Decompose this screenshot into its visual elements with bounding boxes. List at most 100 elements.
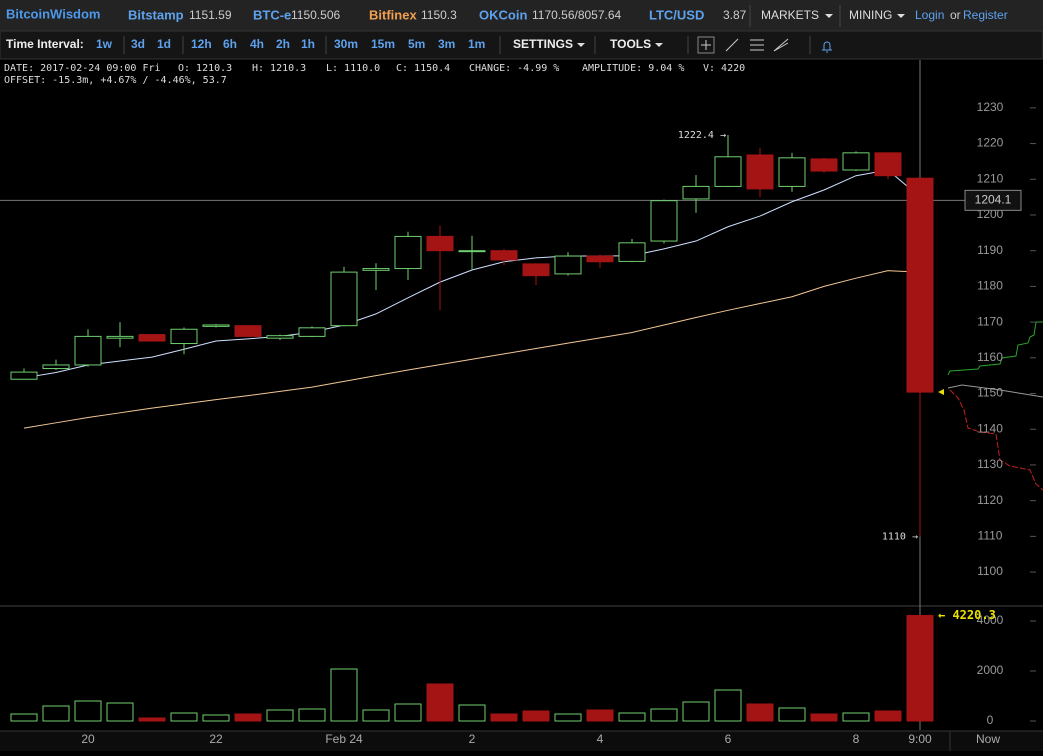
draw-tools[interactable]: [697, 36, 789, 54]
candle-body: [74, 335, 102, 366]
volume-bar: [522, 710, 550, 722]
y-tick-label: 1120: [977, 493, 1003, 507]
volume-annotation: ← 4220.3: [938, 608, 996, 622]
candle-body: [778, 157, 806, 187]
volume-bar: [362, 709, 390, 722]
market-price: 1151.59: [189, 8, 232, 22]
market-name[interactable]: Bitstamp: [128, 7, 184, 22]
x-tick-label: 6: [725, 732, 732, 746]
x-tick-label: 4: [597, 732, 604, 746]
info-open: O: 1210.3: [178, 63, 232, 74]
info-volume: V: 4220: [703, 63, 745, 74]
volume-bar: [458, 704, 486, 722]
y-tick-label: 1230: [977, 100, 1004, 114]
volume-bar: [202, 714, 230, 722]
volume-tick-label: 0: [987, 713, 994, 727]
interval-button[interactable]: 5m: [408, 37, 425, 51]
y-tick-label: 1130: [977, 457, 1003, 471]
interval-button[interactable]: 1w: [96, 37, 113, 51]
toolbar-dividers: [123, 36, 811, 54]
interval-button[interactable]: 1m: [468, 37, 485, 51]
candle-body: [202, 324, 230, 327]
candle-body: [170, 328, 198, 345]
interval-button[interactable]: 1h: [301, 37, 315, 51]
market-name[interactable]: OKCoin: [479, 7, 527, 22]
tools-menu[interactable]: TOOLS: [610, 37, 651, 51]
info-offset: OFFSET: -15.3m, +4.67% / -4.46%, 53.7: [4, 75, 227, 86]
candle-body: [874, 152, 902, 177]
x-tick-label: 22: [209, 732, 223, 746]
candle-body: [490, 250, 518, 261]
toolbar-bar: [0, 30, 1043, 60]
candle-body: [906, 177, 934, 393]
market-price: 1150.506: [291, 8, 340, 22]
caret: [825, 14, 833, 18]
x-tick-label: 2: [469, 732, 476, 746]
interval-button[interactable]: 4h: [250, 37, 264, 51]
alert-icon[interactable]: [822, 41, 832, 53]
y-tick-label: 1220: [977, 136, 1004, 150]
volume-bar: [138, 717, 166, 722]
moving-average: [23, 169, 921, 379]
volume-tick-label: 2000: [977, 663, 1004, 677]
volume-bar: [746, 703, 774, 722]
or-text: or: [950, 8, 961, 22]
volume-bar: [842, 712, 870, 722]
volume-bar: [426, 683, 454, 722]
volume-bar: [650, 708, 678, 722]
volume-bar: [618, 712, 646, 722]
settings-menu[interactable]: SETTINGS: [513, 37, 573, 51]
market-name[interactable]: Bitfinex: [369, 7, 417, 22]
candle-body: [586, 255, 614, 263]
interval-button[interactable]: 30m: [334, 37, 358, 51]
candle-body: [810, 158, 838, 172]
volume-bar: [714, 689, 742, 722]
login-link[interactable]: Login: [915, 8, 944, 22]
interval-button[interactable]: 15m: [371, 37, 395, 51]
volume-bar: [42, 705, 70, 722]
high-annotation: 1222.4 →: [678, 130, 726, 141]
candle-body: [618, 242, 646, 262]
register-link[interactable]: Register: [963, 8, 1008, 22]
info-date: DATE: 2017-02-24 09:00 Fri: [4, 63, 161, 74]
volume-bar: [298, 708, 326, 722]
candle-body: [330, 271, 358, 327]
depth-chart: [938, 321, 1043, 491]
candle-body: [746, 154, 774, 190]
info-change: CHANGE: -4.99 %: [469, 63, 559, 74]
menu[interactable]: MINING: [849, 8, 892, 22]
candle-body: [554, 255, 582, 275]
interval-button[interactable]: 12h: [191, 37, 212, 51]
volume-bar: [490, 713, 518, 722]
interval-button[interactable]: 3d: [131, 37, 145, 51]
volume-bar: [554, 713, 582, 722]
y-tick-label: 1150: [977, 386, 1003, 400]
candle-body: [682, 185, 710, 200]
interval-button[interactable]: 3m: [438, 37, 455, 51]
volume-bar: [330, 668, 358, 722]
volume-bar: [234, 713, 262, 722]
volume-bar: [394, 703, 422, 722]
volume-bar: [10, 713, 38, 722]
y-tick-label: 1100: [977, 564, 1003, 578]
volume-bar: [906, 614, 934, 722]
volume-bar: [874, 710, 902, 722]
x-axis-bar: [0, 731, 1043, 751]
market-name[interactable]: LTC/USD: [649, 7, 704, 22]
logo[interactable]: BitcoinWisdom: [6, 6, 101, 21]
info-high: H: 1210.3: [252, 63, 306, 74]
interval-group: 1w 3d 1d 12h 6h 4h 2h 1h 30m 15m 5m 3m 1m: [96, 37, 485, 51]
candle-body: [138, 334, 166, 342]
info-close: C: 1150.4: [396, 63, 450, 74]
volume-bar: [682, 701, 710, 722]
candle-body: [234, 325, 262, 337]
interval-button[interactable]: 1d: [157, 37, 171, 51]
interval-button[interactable]: 2h: [276, 37, 290, 51]
candle-body: [266, 335, 294, 339]
crosshair-label-box: [964, 189, 1022, 211]
interval-button[interactable]: 6h: [223, 37, 237, 51]
menu[interactable]: MARKETS: [761, 8, 819, 22]
market-name[interactable]: BTC-e: [253, 7, 291, 22]
